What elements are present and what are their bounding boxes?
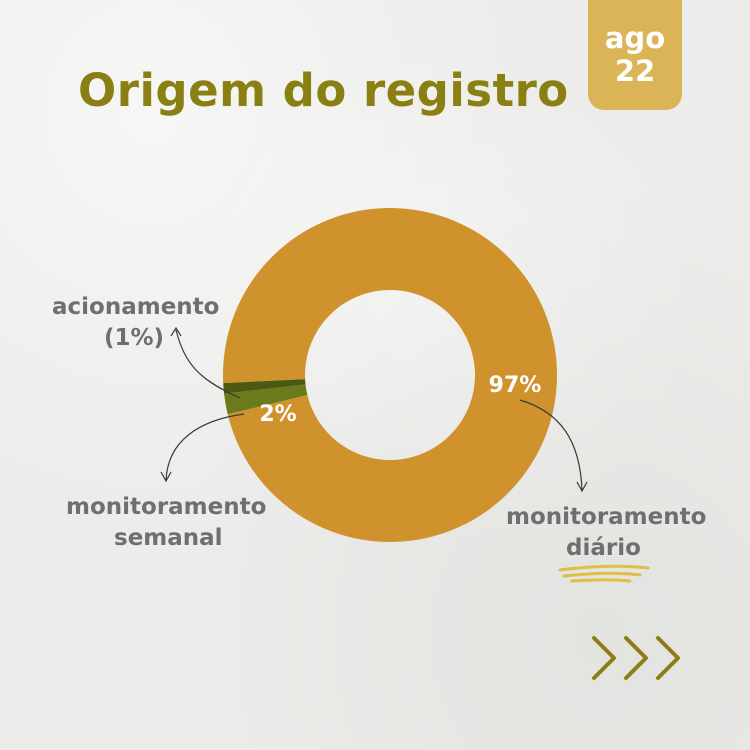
arrowhead-semanal — [160, 471, 172, 483]
arrowhead-diario — [576, 481, 588, 493]
label-acionamento-line1: acionamento — [52, 294, 220, 320]
badge-month: ago — [604, 21, 666, 55]
donut-slice-2 — [223, 379, 306, 394]
arrow-semanal — [165, 413, 245, 481]
label-diario-line2: diário — [566, 535, 641, 561]
badge-year: 22 — [614, 54, 656, 88]
arrow-diario — [519, 399, 583, 491]
donut-slice-1 — [224, 384, 308, 415]
label-diario-line1: monitoramento — [506, 504, 707, 530]
label-acionamento: acionamento (1%) — [52, 292, 219, 354]
underline-scribble — [558, 564, 650, 583]
date-badge: ago 22 — [588, 0, 682, 110]
triple-chevron-right-icon[interactable] — [590, 630, 690, 686]
page-title: Origem do registro — [78, 64, 569, 117]
label-acionamento-line2: (1%) — [104, 325, 165, 351]
slice-label-diario: 97% — [489, 373, 542, 398]
label-semanal: monitoramento semanal — [66, 492, 266, 554]
label-semanal-line1: monitoramento — [66, 494, 267, 520]
arrowhead-acionamento — [170, 326, 182, 337]
donut-slice-0 — [223, 207, 557, 542]
slice-label-semanal: 2% — [259, 402, 296, 427]
label-semanal-line2: semanal — [114, 525, 223, 551]
arrow-acionamento — [175, 329, 241, 399]
label-diario: monitoramento diário — [506, 502, 706, 564]
